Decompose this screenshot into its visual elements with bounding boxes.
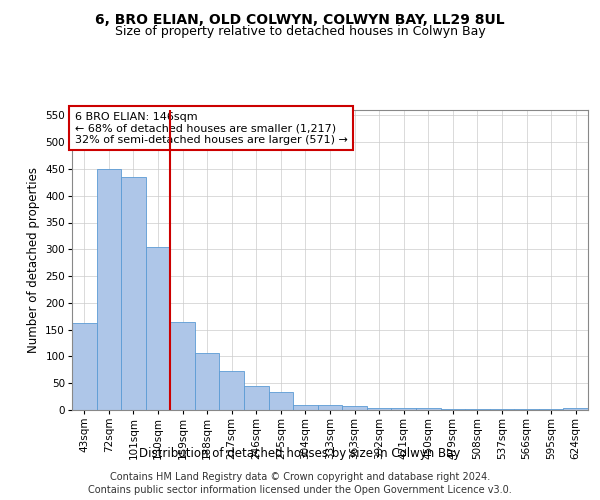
Bar	[440, 409, 465, 410]
Text: Contains public sector information licensed under the Open Government Licence v3: Contains public sector information licen…	[88, 485, 512, 495]
Y-axis label: Number of detached properties: Number of detached properties	[27, 167, 40, 353]
Bar	[342, 406, 367, 410]
Bar	[220, 371, 244, 410]
Bar	[416, 408, 440, 410]
Bar	[244, 386, 269, 410]
Bar	[72, 322, 97, 410]
Bar	[97, 169, 121, 410]
Text: Distribution of detached houses by size in Colwyn Bay: Distribution of detached houses by size …	[139, 448, 461, 460]
Bar	[121, 177, 146, 410]
Text: 6, BRO ELIAN, OLD COLWYN, COLWYN BAY, LL29 8UL: 6, BRO ELIAN, OLD COLWYN, COLWYN BAY, LL…	[95, 12, 505, 26]
Bar	[367, 408, 391, 410]
Bar	[170, 322, 195, 410]
Bar	[269, 392, 293, 410]
Bar	[146, 246, 170, 410]
Text: 6 BRO ELIAN: 146sqm
← 68% of detached houses are smaller (1,217)
32% of semi-det: 6 BRO ELIAN: 146sqm ← 68% of detached ho…	[74, 112, 347, 144]
Bar	[391, 408, 416, 410]
Text: Size of property relative to detached houses in Colwyn Bay: Size of property relative to detached ho…	[115, 25, 485, 38]
Bar	[195, 353, 220, 410]
Bar	[465, 409, 490, 410]
Text: Contains HM Land Registry data © Crown copyright and database right 2024.: Contains HM Land Registry data © Crown c…	[110, 472, 490, 482]
Bar	[318, 404, 342, 410]
Bar	[293, 404, 318, 410]
Bar	[563, 408, 588, 410]
